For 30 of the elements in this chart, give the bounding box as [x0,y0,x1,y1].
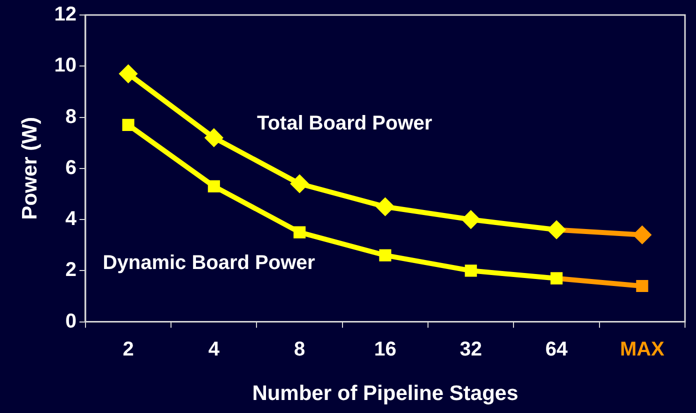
point [634,226,651,244]
x-tick-label: 32 [460,338,482,360]
point [464,264,477,277]
point [376,198,394,216]
y-tick-label: 0 [65,310,76,332]
y-tick-label: 12 [54,4,76,26]
point [208,180,220,192]
x-tick-label: 64 [545,338,569,360]
x-axis-title: Number of Pipeline Stages [252,382,518,406]
point [636,280,648,292]
point [120,65,137,82]
y-tick-label: 8 [65,106,76,128]
point [122,118,134,131]
point [462,211,480,228]
point [205,129,222,146]
y-tick-label: 4 [65,208,78,230]
x-tick-label: 2 [122,338,134,360]
y-tick-label: 10 [54,54,76,77]
point [294,226,306,238]
x-tick-label: 4 [208,338,220,360]
y-tick-label: 6 [65,156,76,179]
series-label: Total Board Power [256,112,432,134]
y-tick-label: 2 [65,259,76,282]
series-label: Dynamic Board Power [102,252,316,274]
x-tick-label: 16 [374,338,396,360]
point [379,249,392,262]
x-tick-label: MAX [620,338,666,360]
x-tick-label: 8 [294,338,306,360]
y-axis-title: Power (W) [18,117,42,220]
point [291,175,308,192]
